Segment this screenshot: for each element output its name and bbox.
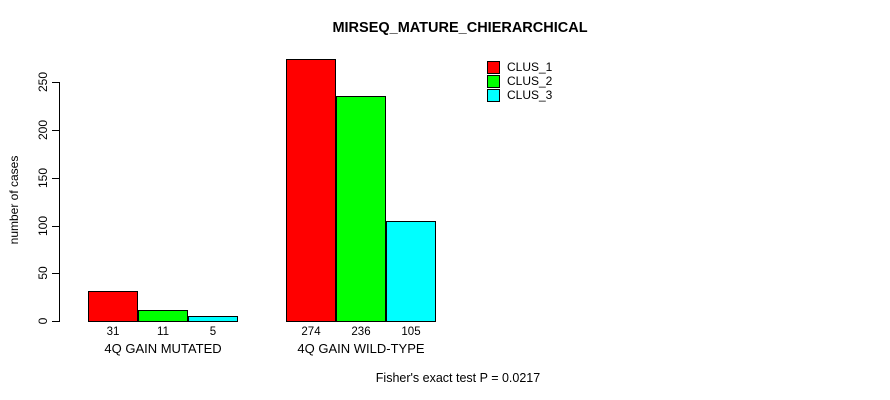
legend-label: CLUS_1 bbox=[507, 60, 553, 74]
y-tick-label: 0 bbox=[36, 317, 50, 325]
legend-swatch-icon bbox=[487, 89, 500, 102]
y-tick-label: 150 bbox=[36, 167, 50, 188]
legend-label: CLUS_2 bbox=[507, 74, 553, 88]
y-tick-label: 100 bbox=[36, 215, 50, 236]
legend-swatch-icon bbox=[487, 61, 500, 74]
y-tick-mark bbox=[52, 82, 59, 84]
bar-value-label: 236 bbox=[351, 326, 371, 338]
y-tick-label: 50 bbox=[36, 266, 50, 280]
legend-item-clus_2: CLUS_2 bbox=[487, 75, 552, 88]
y-tick-mark bbox=[52, 321, 59, 322]
y-tick-label: 200 bbox=[36, 119, 50, 141]
legend-item-clus_1: CLUS_1 bbox=[487, 61, 552, 74]
legend-item-clus_3: CLUS_3 bbox=[487, 89, 552, 102]
x-category-label: 4Q GAIN MUTATED bbox=[104, 341, 222, 356]
bar-value-label: 31 bbox=[106, 326, 120, 338]
y-tick-mark bbox=[52, 273, 59, 275]
legend-swatch-icon bbox=[487, 75, 500, 88]
y-axis-line bbox=[59, 82, 60, 322]
bar-value-label: 11 bbox=[157, 326, 169, 338]
bar-clus_3-group1 bbox=[188, 316, 238, 322]
bar-clus_1-group1 bbox=[88, 291, 138, 322]
legend-label: CLUS_3 bbox=[507, 88, 553, 102]
bar-value-label: 105 bbox=[401, 326, 421, 338]
bar-clus_1-group2 bbox=[286, 59, 336, 322]
bar-clus_3-group2 bbox=[386, 221, 436, 322]
y-tick-mark bbox=[52, 177, 59, 179]
x-category-label: 4Q GAIN WILD-TYPE bbox=[297, 341, 425, 356]
legend: CLUS_1 CLUS_2 CLUS_3 bbox=[487, 61, 552, 103]
bar-value-label: 5 bbox=[209, 326, 217, 338]
y-tick-mark bbox=[52, 130, 59, 131]
y-tick-label: 250 bbox=[36, 72, 50, 93]
chart-title: MIRSEQ_MATURE_CHIERARCHICAL bbox=[332, 20, 588, 36]
y-tick-mark bbox=[52, 225, 59, 227]
bar-clus_2-group2 bbox=[336, 96, 386, 322]
bar-clus_2-group1 bbox=[138, 310, 188, 322]
footer-note: Fisher's exact test P = 0.0217 bbox=[375, 371, 541, 385]
bar-value-label: 274 bbox=[301, 326, 321, 338]
